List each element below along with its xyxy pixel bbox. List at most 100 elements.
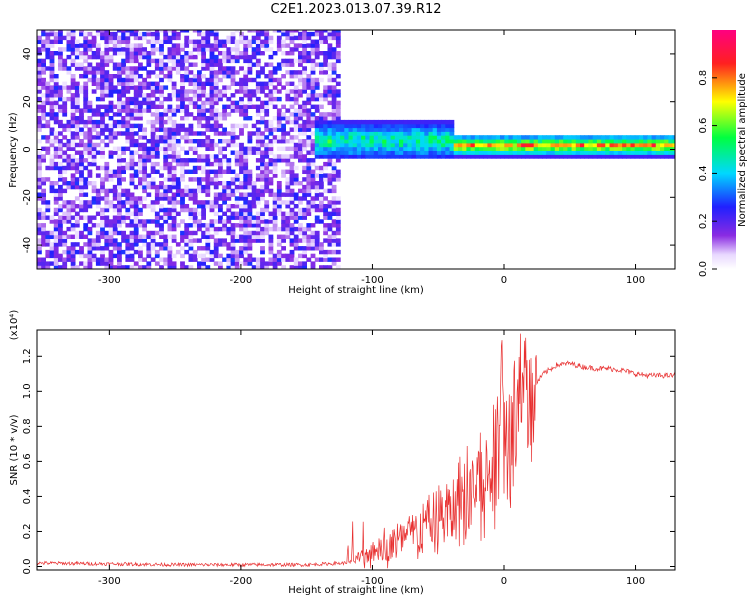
heatmap-cell [243,184,249,190]
heatmap-cell [331,261,337,266]
heatmap-cell [83,31,89,37]
heatmap-cell [213,249,219,255]
heatmap-cell [184,226,190,232]
heatmap-cell [281,238,286,243]
heatmap-cell [100,184,105,190]
heatmap-cell [163,146,169,151]
heatmap-cell [142,154,147,159]
heatmap-cell [218,253,223,259]
heatmap-cell [348,127,354,132]
heatmap-cell [239,161,244,167]
heatmap-cell [251,204,257,209]
heatmap-cell [218,173,223,178]
heatmap-cell [420,146,425,151]
heatmap-cell [314,39,320,44]
heatmap-cell [150,165,156,171]
heatmap-cell [138,219,143,224]
heatmap-cell [255,150,261,155]
snr-panel: -300 -200 -100 0 100 0.00.20.40.60.81.01.2 H… [9,310,676,596]
heatmap-cell [293,242,299,247]
heatmap-cell [601,142,606,148]
heatmap-cell [529,154,535,159]
heatmap-cell [87,200,93,205]
heatmap-cell [205,127,211,132]
heatmap-cell [234,184,240,190]
heatmap-cell [310,173,316,178]
heatmap-cell [108,249,114,255]
heatmap-cell [247,181,253,186]
heatmap-cell [49,165,55,171]
heatmap-cell [121,238,126,243]
heatmap-cell [133,230,139,236]
heatmap-cell [197,165,202,171]
heatmap-cell [436,142,442,148]
heatmap-cell [327,127,333,132]
heatmap-cell [66,234,72,239]
heatmap-cell [226,207,232,213]
heatmap-cell [255,58,261,64]
heatmap-cell [335,30,341,33]
heatmap-cell [37,165,42,171]
heatmap-cell [335,146,341,151]
heatmap-cell [251,230,257,236]
heatmap-cell [58,161,63,167]
heatmap-cell [163,154,169,159]
heatmap-cell [643,135,648,140]
heatmap-cell [188,89,194,94]
heatmap-cell [45,200,51,205]
heatmap-cell [293,211,299,216]
heatmap-cell [449,150,455,155]
heatmap-cell [559,142,564,148]
heatmap-cell [201,112,206,117]
heatmap-cell [138,142,143,148]
heatmap-cell [70,234,76,239]
heatmap-cell [352,131,358,136]
heatmap-cell [53,150,59,155]
heatmap-cell [428,150,434,155]
heatmap-cell [205,62,211,67]
heatmap-cell [255,200,261,205]
heatmap-cell [104,169,110,174]
heatmap-cell [70,81,76,86]
heatmap-cell [230,177,236,182]
heatmap-cell [314,192,320,197]
heatmap-cell [323,62,328,67]
heatmap-cell [634,135,640,140]
heatmap-cell [239,85,244,90]
heatmap-cell [58,173,63,178]
heatmap-cell [264,173,270,178]
heatmap-cell [268,249,274,255]
heatmap-cell [154,62,160,67]
heatmap-cell [335,142,341,148]
heatmap-cell [45,165,51,171]
heatmap-cell [213,253,219,259]
heatmap-cell [95,230,101,236]
heatmap-cell [302,142,307,148]
heatmap-cell [49,51,55,56]
heatmap-cell [201,204,206,209]
heatmap-cell [327,112,333,117]
heatmap-cell [323,177,328,182]
heatmap-cell [209,30,215,33]
heatmap-cell [500,150,505,155]
heatmap-cell [171,177,177,182]
heatmap-cell [234,100,240,106]
heatmap-cell [222,89,227,94]
snr-x-ticks: -300 -200 -100 0 100 [98,330,645,587]
heatmap-cell [289,181,295,186]
heatmap-cell [70,249,76,255]
heatmap-cell [100,131,105,136]
heatmap-cell [226,131,232,136]
heatmap-cell [327,226,333,232]
heatmap-cell [445,142,451,148]
heatmap-cell [66,31,72,37]
heatmap-cell [197,93,202,98]
heatmap-cell [184,230,190,236]
heatmap-cell [133,89,139,94]
heatmap-cell [386,131,392,136]
heatmap-cell [117,51,122,56]
heatmap-cell [201,215,206,220]
heatmap-cell [293,215,299,220]
heatmap-cell [192,223,198,228]
heatmap-cell [41,62,46,67]
